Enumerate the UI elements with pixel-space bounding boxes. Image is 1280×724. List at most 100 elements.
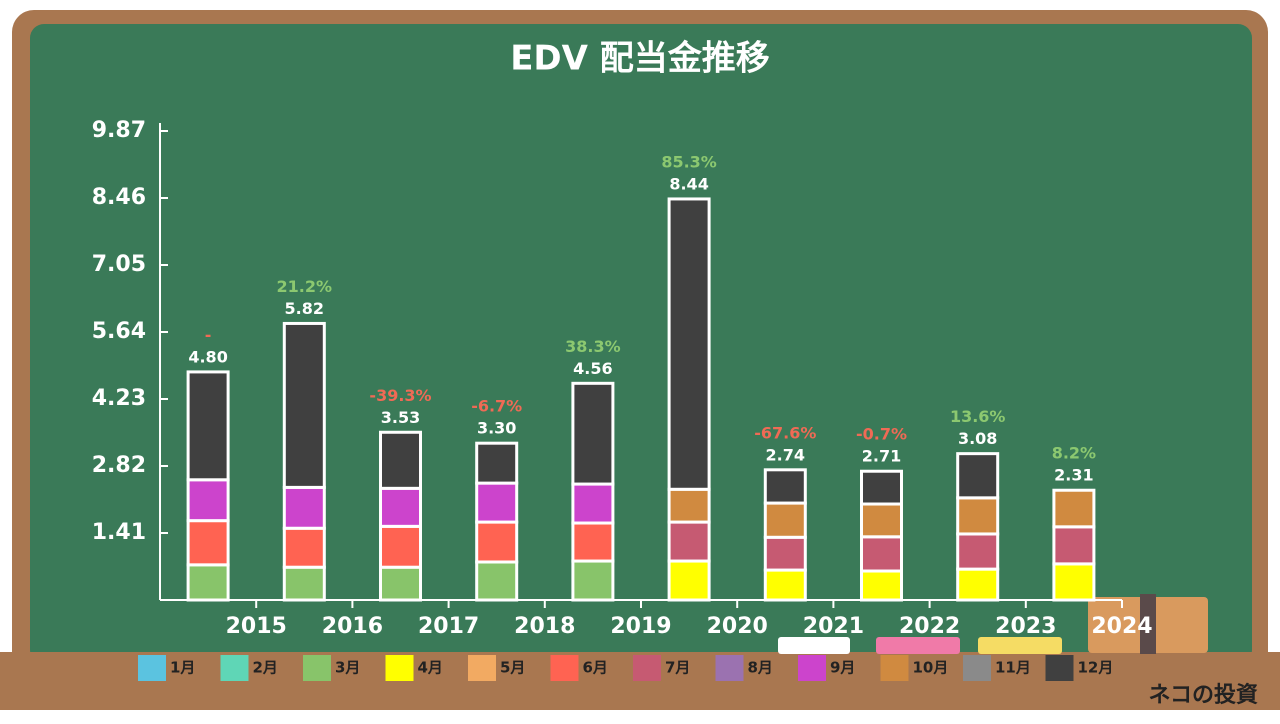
total-label: 3.53	[381, 408, 420, 427]
bar-segment	[956, 532, 1000, 571]
bar-segment	[860, 569, 903, 602]
legend-swatch	[385, 655, 414, 681]
y-tick-label: 7.05	[92, 252, 146, 277]
bar-segment	[379, 486, 422, 528]
x-tick-label: 2019	[610, 614, 671, 639]
y-tick-label: 4.23	[92, 386, 146, 411]
total-label: 5.82	[285, 299, 324, 318]
total-label: 2.31	[1054, 466, 1093, 485]
x-tick-label: 2018	[514, 614, 575, 639]
growth-label: 13.6%	[950, 407, 1006, 426]
bar-segment	[667, 487, 711, 524]
bar-segment	[186, 563, 230, 602]
bar-segment	[186, 519, 230, 567]
total-label: 3.30	[477, 419, 516, 438]
chalk	[876, 637, 960, 654]
legend-label: 12月	[1078, 659, 1114, 677]
x-tick-label: 2024	[1091, 614, 1152, 639]
eraser-band	[1140, 594, 1156, 654]
legend-swatch	[220, 655, 249, 681]
bar-segment	[763, 535, 807, 572]
chalk	[978, 637, 1062, 654]
bar-segment	[282, 321, 326, 489]
legend-label: 10月	[913, 659, 949, 677]
bar-segment	[763, 501, 807, 539]
legend-swatch	[963, 655, 991, 681]
bar-segment	[571, 482, 615, 525]
bar-segment	[667, 559, 711, 602]
total-label: 2.71	[862, 447, 901, 466]
bar-segment	[571, 381, 615, 486]
y-tick-label: 8.46	[92, 185, 146, 210]
bar-segment	[379, 524, 422, 569]
bar-segment	[860, 469, 903, 506]
bar-segment	[1052, 488, 1096, 529]
growth-label: 38.3%	[565, 337, 621, 356]
legend-swatch	[138, 655, 166, 681]
legend-swatch	[303, 655, 331, 681]
y-tick-label: 1.41	[92, 520, 146, 545]
y-tick-label: 5.64	[92, 319, 146, 344]
bar-segment	[475, 520, 519, 564]
legend-label: 7月	[665, 659, 690, 677]
legend-swatch	[633, 655, 661, 681]
legend-swatch	[715, 655, 744, 681]
bar-segment	[763, 568, 807, 602]
legend-label: 9月	[830, 659, 855, 677]
total-label: 8.44	[669, 174, 708, 193]
legend-label: 5月	[500, 659, 525, 677]
x-tick-label: 2021	[803, 614, 864, 639]
bar-segment	[1052, 525, 1096, 566]
bar-segment	[475, 560, 519, 602]
legend-label: 6月	[583, 659, 608, 677]
legend-swatch	[1045, 655, 1074, 681]
legend-swatch	[550, 655, 579, 681]
bar-segment	[379, 565, 422, 602]
growth-label: -6.7%	[471, 397, 522, 416]
bar-segment	[667, 197, 711, 491]
bar-segment	[1052, 562, 1096, 602]
bar-segment	[571, 559, 615, 602]
x-tick-label: 2020	[707, 614, 768, 639]
total-label: 3.08	[958, 429, 997, 448]
legend-label: 8月	[748, 659, 773, 677]
y-tick-label: 9.87	[92, 118, 146, 143]
bar-segment	[956, 452, 1000, 500]
growth-label: 21.2%	[277, 277, 333, 296]
brand: ネコの投資	[1148, 682, 1258, 708]
total-label: 4.80	[188, 347, 227, 366]
board	[30, 24, 1252, 664]
growth-label: -	[205, 325, 212, 344]
x-tick-label: 2023	[995, 614, 1056, 639]
growth-label: -67.6%	[754, 423, 816, 442]
legend-label: 3月	[335, 659, 360, 677]
x-tick-label: 2017	[418, 614, 479, 639]
legend-label: 1月	[170, 659, 195, 677]
chart-title: EDV 配当金推移	[510, 39, 770, 79]
legend-swatch	[798, 655, 826, 681]
legend-label: 11月	[995, 659, 1031, 677]
bar-segment	[956, 496, 1000, 536]
bar-segment	[282, 526, 326, 569]
bar-segment	[475, 481, 519, 524]
bar-segment	[282, 485, 326, 530]
bar-segment	[571, 521, 615, 563]
y-tick-label: 2.82	[92, 453, 146, 478]
chalk	[778, 637, 850, 654]
bar-segment	[282, 565, 326, 602]
bar-segment	[667, 520, 711, 563]
total-label: 4.56	[573, 359, 612, 378]
growth-label: -0.7%	[856, 425, 907, 444]
total-label: 2.74	[766, 445, 805, 464]
bar-segment	[860, 535, 903, 573]
growth-label: 85.3%	[661, 152, 717, 171]
x-tick-label: 2016	[322, 614, 383, 639]
growth-label: -39.3%	[369, 386, 431, 405]
x-tick-label: 2015	[226, 614, 287, 639]
growth-label: 8.2%	[1052, 444, 1096, 463]
bar-segment	[763, 468, 807, 505]
bar-segment	[379, 430, 422, 490]
bar-segment	[186, 370, 230, 482]
legend-swatch	[880, 655, 909, 681]
